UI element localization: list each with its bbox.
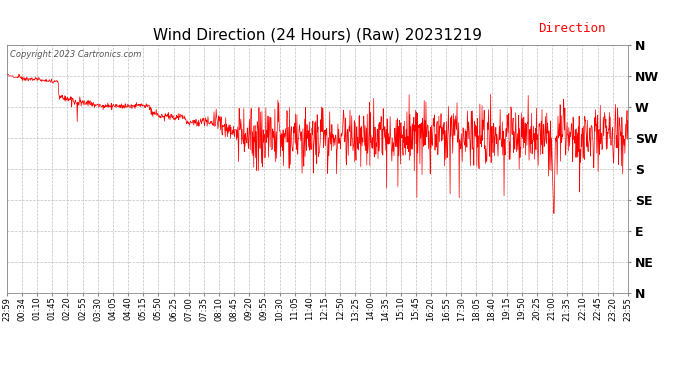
Title: Wind Direction (24 Hours) (Raw) 20231219: Wind Direction (24 Hours) (Raw) 20231219 (153, 27, 482, 42)
Text: Direction: Direction (538, 22, 605, 35)
Text: Copyright 2023 Cartronics.com: Copyright 2023 Cartronics.com (10, 50, 141, 59)
